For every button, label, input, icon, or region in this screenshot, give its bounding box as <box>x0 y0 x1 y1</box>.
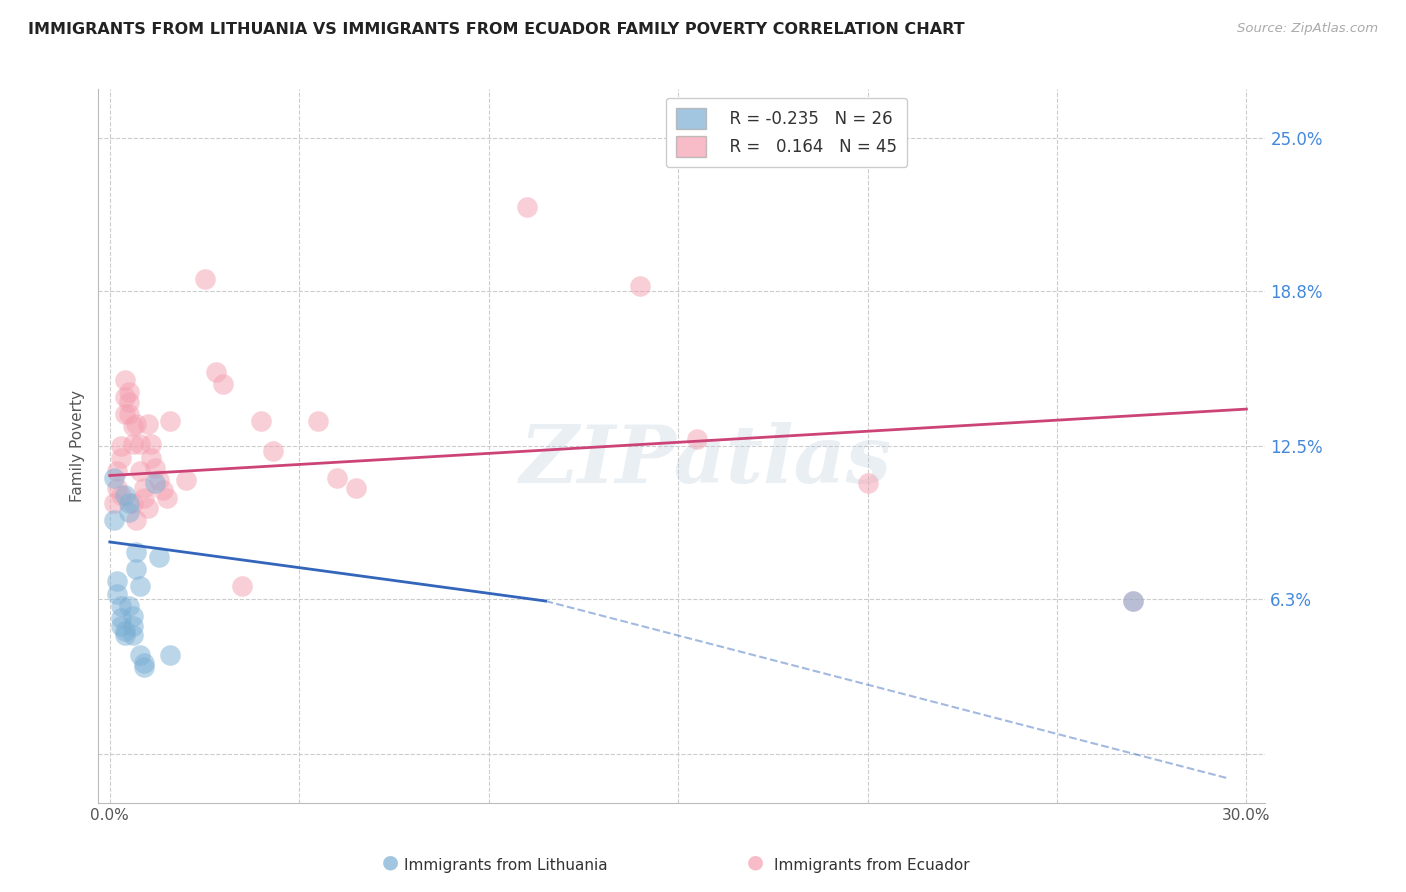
Point <box>118 407 141 421</box>
Point <box>136 500 159 515</box>
Point <box>129 464 152 478</box>
Point <box>118 394 141 409</box>
Point <box>114 407 136 421</box>
Point <box>129 579 152 593</box>
Point <box>156 491 179 505</box>
Point <box>110 488 132 502</box>
Point <box>250 414 273 428</box>
Y-axis label: Family Poverty: Family Poverty <box>70 390 86 502</box>
Text: IMMIGRANTS FROM LITHUANIA VS IMMIGRANTS FROM ECUADOR FAMILY POVERTY CORRELATION : IMMIGRANTS FROM LITHUANIA VS IMMIGRANTS … <box>28 22 965 37</box>
Text: ZIPatlas: ZIPatlas <box>519 422 891 499</box>
Point <box>141 451 163 466</box>
Text: Immigrants from Ecuador: Immigrants from Ecuador <box>773 858 970 872</box>
Point <box>132 656 155 670</box>
Point <box>103 495 125 509</box>
Point <box>212 377 235 392</box>
Point <box>129 648 152 662</box>
Point <box>121 419 143 434</box>
Point <box>105 464 128 478</box>
Text: ●: ● <box>747 852 763 871</box>
Point <box>105 574 128 589</box>
Point <box>148 474 170 488</box>
Point <box>231 579 253 593</box>
Legend:   R = -0.235   N = 26,   R =   0.164   N = 45: R = -0.235 N = 26, R = 0.164 N = 45 <box>665 97 907 167</box>
Point <box>262 444 284 458</box>
Point <box>143 461 166 475</box>
Point <box>148 549 170 564</box>
Point <box>174 474 197 488</box>
Point <box>110 599 132 613</box>
Point <box>1122 594 1144 608</box>
Point <box>114 488 136 502</box>
Point <box>118 505 141 519</box>
Point <box>125 545 148 559</box>
Point <box>326 471 349 485</box>
Point <box>110 451 132 466</box>
Text: ●: ● <box>382 852 399 871</box>
Point <box>159 414 181 428</box>
Point <box>105 587 128 601</box>
Point <box>307 414 329 428</box>
Point <box>856 475 879 490</box>
Point <box>110 618 132 632</box>
Point <box>132 491 155 505</box>
Point <box>132 660 155 674</box>
Point <box>516 200 538 214</box>
Point <box>114 628 136 642</box>
Point <box>141 436 163 450</box>
Point <box>114 624 136 638</box>
Point <box>344 481 367 495</box>
Point <box>103 471 125 485</box>
Point <box>110 611 132 625</box>
Point <box>125 417 148 431</box>
Point <box>118 599 141 613</box>
Point <box>121 436 143 450</box>
Text: Immigrants from Lithuania: Immigrants from Lithuania <box>405 858 607 872</box>
Point <box>118 495 141 509</box>
Point <box>105 481 128 495</box>
Point <box>159 648 181 662</box>
Point <box>143 475 166 490</box>
Point <box>628 279 651 293</box>
Point <box>121 628 143 642</box>
Point <box>132 481 155 495</box>
Point <box>118 384 141 399</box>
Text: Source: ZipAtlas.com: Source: ZipAtlas.com <box>1237 22 1378 36</box>
Point <box>125 513 148 527</box>
Point <box>103 513 125 527</box>
Point <box>152 483 174 498</box>
Point <box>686 432 709 446</box>
Point <box>121 608 143 623</box>
Point <box>136 417 159 431</box>
Point <box>114 390 136 404</box>
Point <box>114 373 136 387</box>
Point <box>193 271 215 285</box>
Point <box>121 618 143 632</box>
Point <box>1122 594 1144 608</box>
Point <box>205 365 228 379</box>
Point <box>121 495 143 509</box>
Point <box>129 436 152 450</box>
Point <box>125 562 148 576</box>
Point <box>110 439 132 453</box>
